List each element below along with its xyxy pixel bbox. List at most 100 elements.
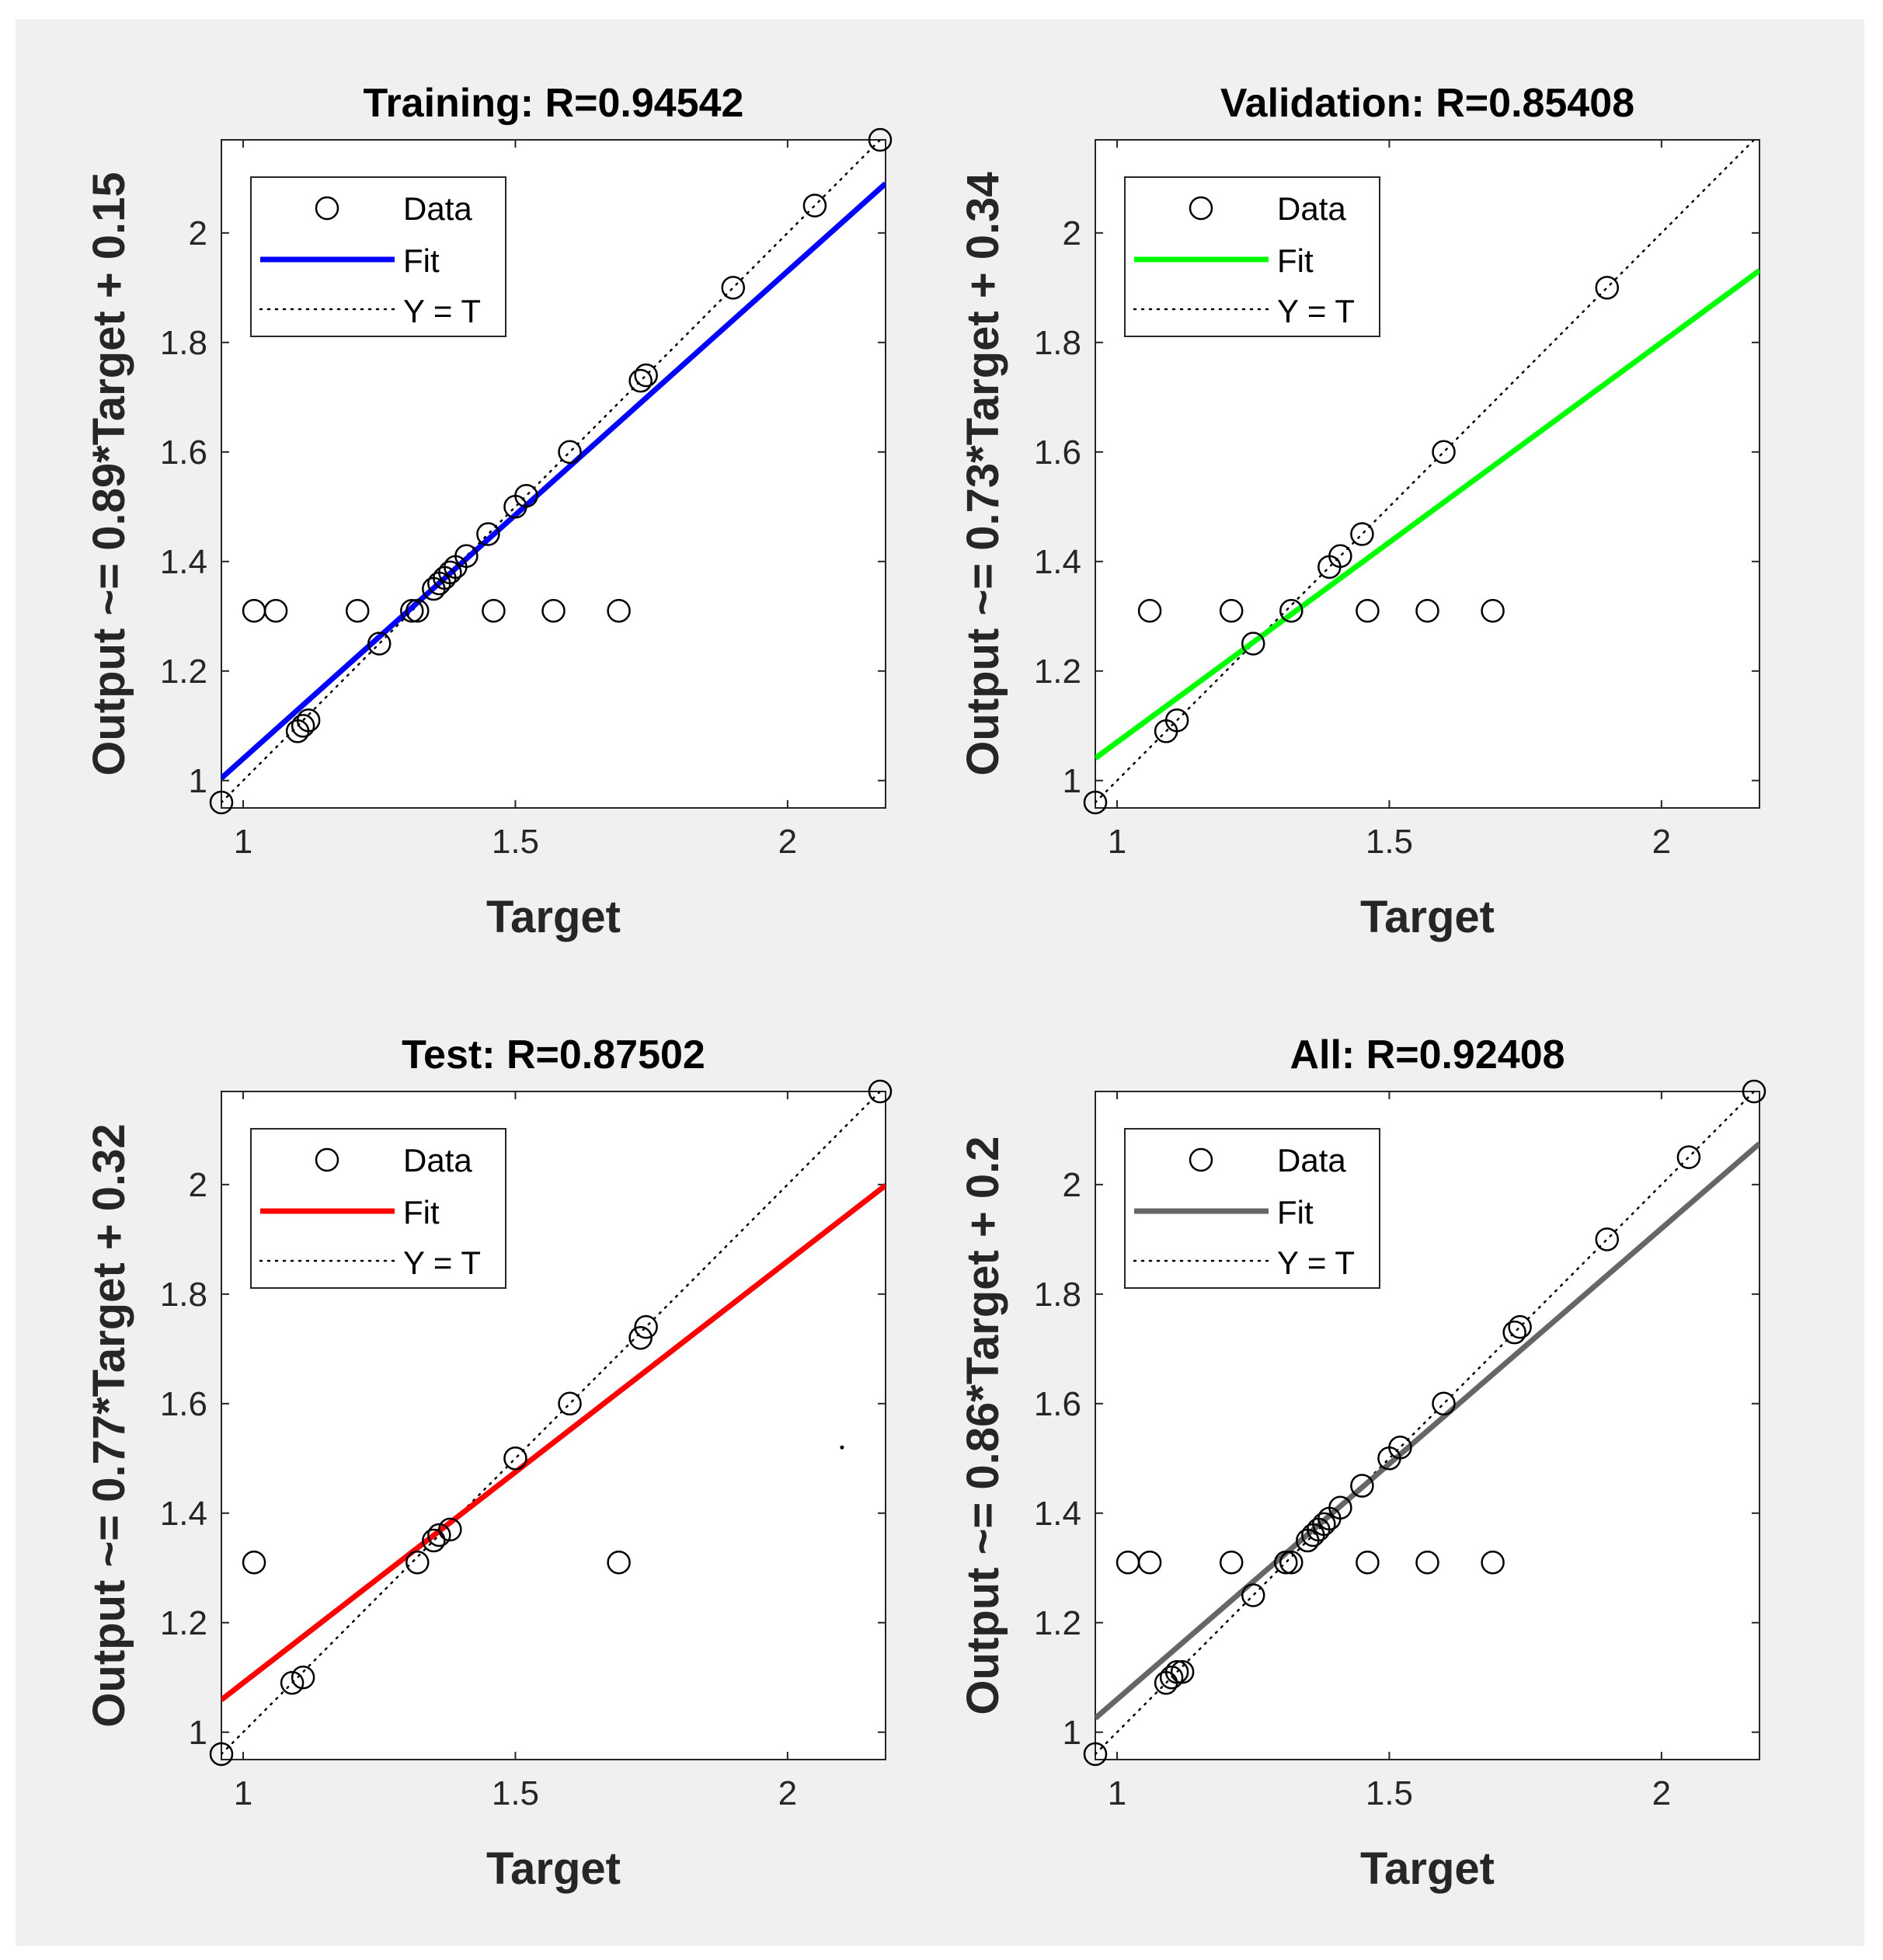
data-point <box>1159 1666 1184 1690</box>
x-tick-label: 1 <box>1108 823 1126 861</box>
identity-line <box>1095 140 1756 804</box>
legend-data-label: Data <box>403 190 472 227</box>
data-point <box>1356 1550 1380 1575</box>
x-tick-label: 2 <box>1652 823 1671 861</box>
data-point <box>558 1391 582 1416</box>
data-point <box>1137 1550 1162 1575</box>
data-point <box>1328 544 1352 568</box>
panel-title: Training: R=0.94542 <box>364 81 744 126</box>
data-point <box>1502 1320 1526 1345</box>
legend-data-marker <box>315 1147 339 1172</box>
panel-validation: 1 1.5 2 1 1.2 1.4 1.6 1.8 2 Data Fit Y = T Validatio… <box>958 81 1760 942</box>
fit-line <box>221 1183 886 1702</box>
data-point <box>1742 1079 1766 1104</box>
x-axis-label: Target <box>486 892 621 942</box>
data-point <box>454 544 479 568</box>
legend: Data Fit Y = T <box>250 1128 506 1289</box>
x-axis-label: Target <box>1360 1843 1495 1894</box>
data-point <box>280 1671 305 1695</box>
legend: Data Fit Y = T <box>1124 176 1380 337</box>
panel-title: Test: R=0.87502 <box>402 1032 705 1077</box>
y-axis-label: Output ~= 0.86*Target + 0.2 <box>958 1136 1008 1715</box>
data-point <box>242 1550 266 1575</box>
panel-training: 1 1.5 2 1 1.2 1.4 1.6 1.8 2 Data Fit Y = T Training:… <box>84 81 893 942</box>
data-point <box>482 598 506 623</box>
data-point <box>607 1550 631 1575</box>
legend-identity-label: Y = T <box>403 1245 481 1281</box>
y-tick-label: 1.4 <box>1034 1495 1081 1533</box>
data-point <box>1083 1742 1108 1767</box>
data-point <box>1508 1314 1532 1339</box>
data-point <box>802 193 827 218</box>
data-point <box>345 598 370 623</box>
x-tick-label: 1.5 <box>1366 1774 1413 1812</box>
data-point <box>1241 632 1265 656</box>
data-point <box>438 560 462 585</box>
x-tick-label: 1.5 <box>492 1774 539 1812</box>
x-axis-label: Target <box>1360 892 1495 942</box>
y-axis-label: Output ~= 0.89*Target + 0.15 <box>84 172 134 775</box>
y-tick-label: 1.8 <box>1034 1276 1081 1314</box>
data-point <box>1083 790 1108 815</box>
data-point <box>1274 1550 1298 1575</box>
legend-data-label: Data <box>1277 190 1346 227</box>
data-point <box>558 440 582 465</box>
legend-data-marker <box>1189 1147 1213 1172</box>
data-point <box>1415 1550 1439 1575</box>
data-point <box>1481 598 1505 623</box>
fit-line <box>221 181 886 781</box>
data-point <box>1312 1512 1336 1537</box>
legend-data-marker <box>1189 196 1213 221</box>
data-point <box>634 1314 658 1339</box>
data-point <box>1164 708 1189 733</box>
legend-identity-label: Y = T <box>1277 293 1355 329</box>
data-point <box>1595 1227 1620 1252</box>
y-tick-label: 1.4 <box>160 1495 207 1533</box>
panel-all: 1 1.5 2 1 1.2 1.4 1.6 1.8 2 Data Fit Y = T All: R=0.… <box>958 1032 1766 1894</box>
y-tick-label: 1 <box>1063 1714 1081 1752</box>
data-point <box>291 1666 315 1690</box>
y-tick-label: 1.6 <box>1034 1385 1081 1423</box>
data-point <box>1676 1145 1701 1169</box>
y-tick-label: 1.6 <box>1034 433 1081 472</box>
x-axis-label: Target <box>486 1843 621 1894</box>
data-point <box>868 1079 893 1104</box>
legend-fit-label: Fit <box>403 242 440 279</box>
data-point <box>1241 1583 1265 1607</box>
y-tick-label: 1.8 <box>1034 324 1081 362</box>
data-point <box>1219 1550 1244 1575</box>
identity-line <box>1095 1091 1756 1756</box>
y-tick-label: 1.4 <box>160 543 207 581</box>
y-tick-label: 1.6 <box>160 1385 207 1423</box>
data-point <box>1481 1550 1505 1575</box>
data-point <box>405 1550 430 1575</box>
legend-data-label: Data <box>403 1142 472 1178</box>
data-point <box>628 368 653 393</box>
legend-fit-label: Fit <box>1277 1194 1314 1231</box>
data-point <box>1164 1659 1189 1684</box>
y-tick-label: 1.2 <box>1034 653 1081 691</box>
x-tick-label: 1.5 <box>492 823 539 861</box>
legend-data-marker <box>315 196 339 221</box>
panel-title: All: R=0.92408 <box>1290 1032 1565 1077</box>
data-point <box>209 1742 234 1767</box>
data-point <box>1350 522 1374 546</box>
identity-line <box>221 140 882 804</box>
data-point <box>1137 598 1162 623</box>
data-point <box>1415 598 1439 623</box>
legend: Data Fit Y = T <box>250 176 506 337</box>
data-point <box>296 708 321 733</box>
data-point <box>1170 1659 1195 1684</box>
data-point <box>1388 1435 1412 1460</box>
data-point <box>1432 1391 1456 1416</box>
y-tick-label: 1.4 <box>1034 543 1081 581</box>
y-tick-label: 1 <box>189 762 207 800</box>
data-point <box>1279 598 1303 623</box>
data-point <box>1350 1474 1374 1498</box>
x-tick-label: 2 <box>778 1774 797 1812</box>
y-axis-label: Output ~= 0.77*Target + 0.32 <box>84 1123 134 1727</box>
data-point <box>427 1523 451 1547</box>
y-tick-label: 2 <box>1063 1166 1081 1204</box>
data-point <box>628 1325 653 1350</box>
